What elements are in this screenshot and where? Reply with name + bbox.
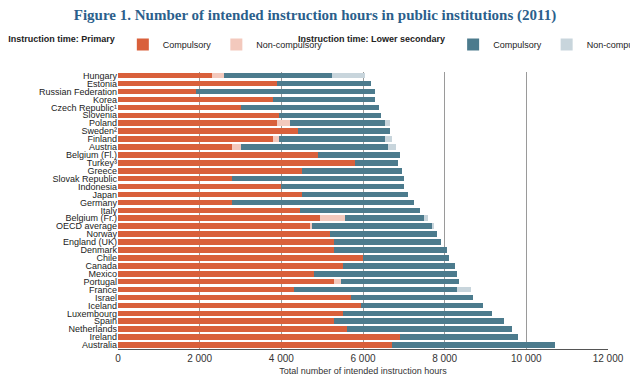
svg-text:Non-compulsory: Non-compulsory (256, 40, 322, 50)
svg-text:Compulsory: Compulsory (163, 40, 212, 50)
svg-text:Belgium (Fr.): Belgium (Fr.) (65, 213, 117, 223)
svg-text:Hungary: Hungary (83, 71, 118, 81)
svg-text:Iceland: Iceland (88, 301, 117, 311)
svg-text:Slovenia: Slovenia (82, 110, 117, 120)
svg-text:Israel: Israel (95, 293, 117, 303)
svg-text:Instruction time: Primary: Instruction time: Primary (8, 34, 115, 44)
svg-text:6 000: 6 000 (350, 353, 375, 364)
svg-text:Luxembourg: Luxembourg (67, 308, 117, 318)
svg-text:Ireland: Ireland (89, 332, 117, 342)
svg-text:Canada: Canada (85, 261, 117, 271)
svg-text:Austria: Austria (89, 142, 117, 152)
svg-text:Turkey³: Turkey³ (87, 158, 117, 168)
svg-text:Sweden²: Sweden² (81, 126, 117, 136)
svg-text:Czech Republic¹: Czech Republic¹ (51, 103, 117, 113)
svg-text:12 000: 12 000 (593, 353, 624, 364)
svg-text:Figure 1. Number of intended i: Figure 1. Number of intended instruction… (74, 7, 556, 24)
svg-text:2 000: 2 000 (187, 353, 212, 364)
svg-text:Russian Federation: Russian Federation (39, 87, 117, 97)
svg-text:4 000: 4 000 (269, 353, 294, 364)
svg-text:Chile: Chile (96, 253, 117, 263)
svg-text:0: 0 (115, 353, 121, 364)
svg-text:Belgium (Fl.): Belgium (Fl.) (66, 150, 117, 160)
svg-text:OECD average: OECD average (56, 221, 117, 231)
svg-text:Non-compulsory: Non-compulsory (587, 40, 630, 50)
svg-text:Australia: Australia (82, 340, 117, 350)
svg-text:Spain: Spain (94, 316, 117, 326)
svg-text:Italy: Italy (100, 206, 117, 216)
svg-text:Instruction time: Lower second: Instruction time: Lower secondary (298, 34, 445, 44)
svg-text:Compulsory: Compulsory (493, 40, 542, 50)
svg-text:France: France (89, 285, 117, 295)
svg-text:Estonia: Estonia (87, 79, 117, 89)
svg-text:Greece: Greece (87, 166, 117, 176)
svg-text:Finland: Finland (87, 134, 117, 144)
svg-text:Korea: Korea (93, 95, 117, 105)
svg-text:Slovak Republic: Slovak Republic (52, 174, 117, 184)
svg-text:8 000: 8 000 (432, 353, 457, 364)
svg-text:Portugal: Portugal (83, 277, 117, 287)
svg-text:Netherlands: Netherlands (68, 324, 117, 334)
svg-text:England (UK): England (UK) (63, 237, 117, 247)
svg-text:Total number of intended instr: Total number of intended instruction hou… (279, 366, 447, 376)
svg-text:Germany: Germany (80, 198, 118, 208)
svg-text:10 000: 10 000 (511, 353, 542, 364)
svg-text:Poland: Poland (89, 118, 117, 128)
svg-text:Mexico: Mexico (88, 269, 117, 279)
svg-text:Denmark: Denmark (80, 245, 117, 255)
svg-text:Japan: Japan (92, 190, 117, 200)
svg-text:Indonesia: Indonesia (78, 182, 117, 192)
svg-text:Norway: Norway (86, 229, 117, 239)
